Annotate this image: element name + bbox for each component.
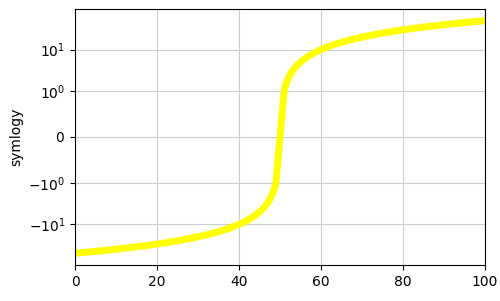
Y-axis label: symlogy: symlogy xyxy=(9,108,23,166)
